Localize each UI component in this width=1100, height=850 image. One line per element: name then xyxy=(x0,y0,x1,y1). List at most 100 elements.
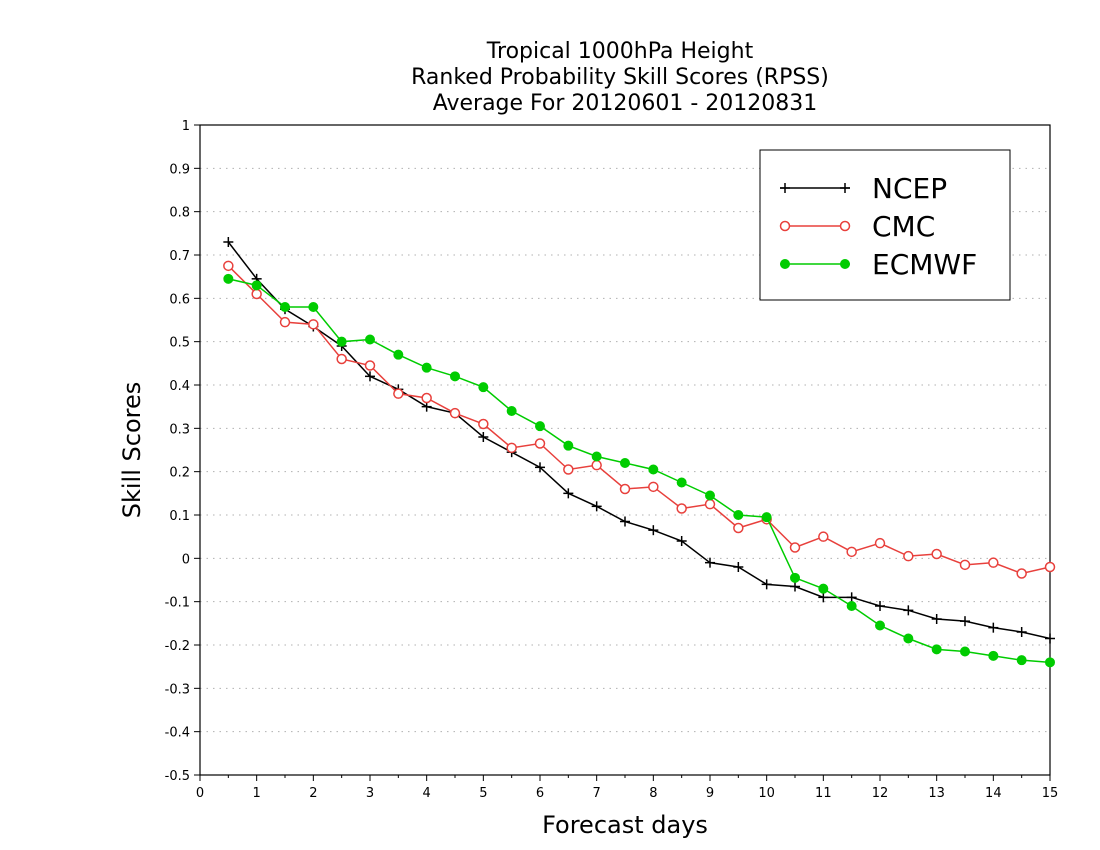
data-point-ncep xyxy=(421,401,432,412)
x-tick-label: 15 xyxy=(1042,786,1059,801)
data-point-ecmwf xyxy=(506,406,517,416)
data-point-cmc xyxy=(591,459,602,471)
data-point-cmc xyxy=(223,260,234,272)
data-point-cmc xyxy=(449,407,461,419)
data-point-cmc xyxy=(818,531,829,542)
data-point-ncep xyxy=(223,237,234,247)
data-point-ecmwf xyxy=(790,572,800,583)
data-point-cmc xyxy=(534,438,546,449)
series-line-ecmwf xyxy=(228,278,1051,664)
y-tick-label: 0.4 xyxy=(169,379,190,394)
data-point-ecmwf xyxy=(846,601,857,611)
data-point-cmc xyxy=(421,392,432,404)
data-point-cmc xyxy=(931,548,942,560)
data-point-cmc xyxy=(874,537,886,549)
x-tick-label: 9 xyxy=(706,786,714,801)
legend-item-cmc: CMC xyxy=(779,210,935,243)
series-cmc xyxy=(223,260,1056,579)
data-point-ecmwf xyxy=(336,336,347,347)
x-tick-label: 6 xyxy=(536,786,544,801)
data-point-ecmwf xyxy=(676,477,687,488)
data-point-ecmwf xyxy=(308,302,319,312)
y-tick-label: -0.2 xyxy=(165,639,190,654)
x-tick-label: 3 xyxy=(366,786,374,801)
chart-title: Tropical 1000hPa Height Ranked Probabili… xyxy=(411,39,829,116)
y-axis: -0.5 -0.4 -0.3 -0.2 -0.1 0 0.1 0.2 0.3 0.4 0.5 0.6 0… xyxy=(165,119,200,784)
data-point-ncep xyxy=(620,516,630,527)
data-point-cmc xyxy=(1016,568,1027,579)
data-point-cmc xyxy=(506,442,517,454)
title-line-1: Tropical 1000hPa Height xyxy=(486,39,754,64)
data-point-cmc xyxy=(846,546,857,558)
data-point-ncep xyxy=(676,536,687,546)
y-tick-label: -0.1 xyxy=(165,596,190,611)
x-tick-label: 0 xyxy=(196,786,204,801)
legend-marker xyxy=(839,220,851,232)
data-point-ecmwf xyxy=(931,644,942,655)
series-ecmwf xyxy=(223,273,1055,668)
data-point-ncep xyxy=(478,432,489,442)
x-tick-label: 1 xyxy=(253,786,261,801)
data-point-ecmwf xyxy=(1045,657,1055,668)
legend-label-cmc: CMC xyxy=(872,210,935,243)
data-point-cmc xyxy=(563,464,574,475)
data-point-ecmwf xyxy=(705,490,715,501)
data-point-ncep xyxy=(790,581,800,592)
data-point-cmc xyxy=(336,353,347,365)
data-point-cmc xyxy=(364,360,376,371)
series-ncep xyxy=(223,237,1055,644)
data-point-ncep xyxy=(903,605,914,616)
data-point-ecmwf xyxy=(733,510,744,520)
y-tick-label: 0 xyxy=(182,552,190,567)
data-point-ncep xyxy=(591,501,602,512)
data-point-ecmwf xyxy=(988,650,999,661)
series-line-ncep xyxy=(227,241,1051,640)
data-point-cmc xyxy=(619,483,631,495)
legend-marker xyxy=(780,183,790,193)
data-point-ecmwf xyxy=(875,620,885,631)
data-point-ncep xyxy=(365,371,375,382)
data-point-ecmwf xyxy=(223,273,234,284)
y-tick-label: -0.4 xyxy=(165,726,190,741)
y-axis-label: Skill Scores xyxy=(118,382,146,519)
x-axis: 0 1 2 3 4 5 6 7 8 9 10 11 12 13 14 15 xyxy=(196,775,1058,801)
y-tick-label: 0.3 xyxy=(169,422,190,437)
x-tick-label: 2 xyxy=(309,786,317,801)
data-point-ecmwf xyxy=(761,512,772,523)
data-point-ecmwf xyxy=(620,458,630,468)
data-point-cmc xyxy=(1044,561,1056,573)
data-point-ncep xyxy=(705,557,715,568)
data-point-cmc xyxy=(279,316,291,328)
x-tick-label: 12 xyxy=(872,786,889,801)
data-point-ncep xyxy=(818,592,829,603)
x-tick-label: 5 xyxy=(479,786,487,801)
data-point-ecmwf xyxy=(903,633,914,644)
data-point-ecmwf xyxy=(960,646,970,657)
title-line-3: Average For 20120601 - 20120831 xyxy=(433,91,818,116)
data-point-ncep xyxy=(761,579,772,590)
legend-marker xyxy=(840,259,850,269)
data-point-ecmwf xyxy=(535,421,545,432)
data-point-ecmwf xyxy=(1016,655,1027,666)
data-point-ecmwf xyxy=(365,334,375,345)
x-tick-label: 4 xyxy=(423,786,431,801)
data-point-ecmwf xyxy=(280,302,290,312)
x-tick-label: 7 xyxy=(593,786,601,801)
data-point-ncep xyxy=(875,601,885,611)
data-point-cmc xyxy=(988,557,999,568)
data-point-cmc xyxy=(704,498,716,510)
data-point-ecmwf xyxy=(818,583,829,594)
data-point-ncep xyxy=(1016,627,1027,637)
data-point-ecmwf xyxy=(393,349,404,360)
y-tick-label: 0.1 xyxy=(169,509,190,524)
legend-marker xyxy=(840,183,850,193)
data-point-ncep xyxy=(960,616,970,627)
y-tick-label: -0.3 xyxy=(165,682,190,697)
data-point-cmc xyxy=(789,542,801,553)
data-point-ecmwf xyxy=(421,362,432,373)
x-tick-label: 11 xyxy=(815,786,832,801)
y-tick-label: 0.6 xyxy=(169,292,190,307)
legend-marker xyxy=(780,259,790,269)
data-point-ncep xyxy=(648,525,659,536)
